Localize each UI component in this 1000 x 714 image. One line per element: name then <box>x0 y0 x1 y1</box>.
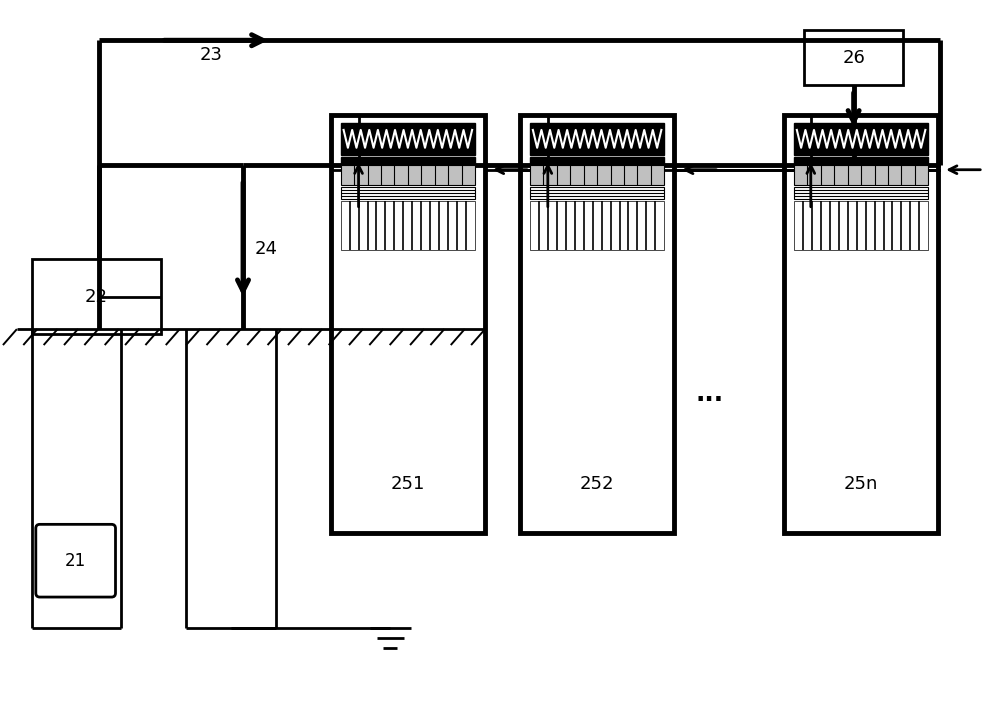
Text: 22: 22 <box>85 288 108 306</box>
Bar <box>794 186 928 198</box>
Bar <box>331 115 485 533</box>
Bar <box>784 115 938 533</box>
Bar <box>530 165 664 185</box>
Bar <box>794 123 928 155</box>
Text: 23: 23 <box>200 46 223 64</box>
Bar <box>341 201 475 251</box>
Bar <box>530 201 664 251</box>
Bar <box>32 259 161 334</box>
Text: 26: 26 <box>842 49 865 66</box>
Text: 251: 251 <box>391 475 425 493</box>
Bar <box>794 157 928 163</box>
FancyBboxPatch shape <box>36 524 116 597</box>
Text: ...: ... <box>695 382 723 406</box>
Bar <box>804 30 903 85</box>
Bar <box>341 186 475 198</box>
Text: 252: 252 <box>580 475 614 493</box>
Text: 24: 24 <box>254 241 277 258</box>
Bar <box>530 186 664 198</box>
Bar <box>794 201 928 251</box>
Text: 21: 21 <box>65 552 86 570</box>
Bar <box>520 115 674 533</box>
Text: 25n: 25n <box>844 475 878 493</box>
Bar <box>341 165 475 185</box>
Bar <box>794 165 928 185</box>
Bar <box>341 157 475 163</box>
Bar <box>341 123 475 155</box>
Bar <box>530 157 664 163</box>
Bar <box>530 123 664 155</box>
